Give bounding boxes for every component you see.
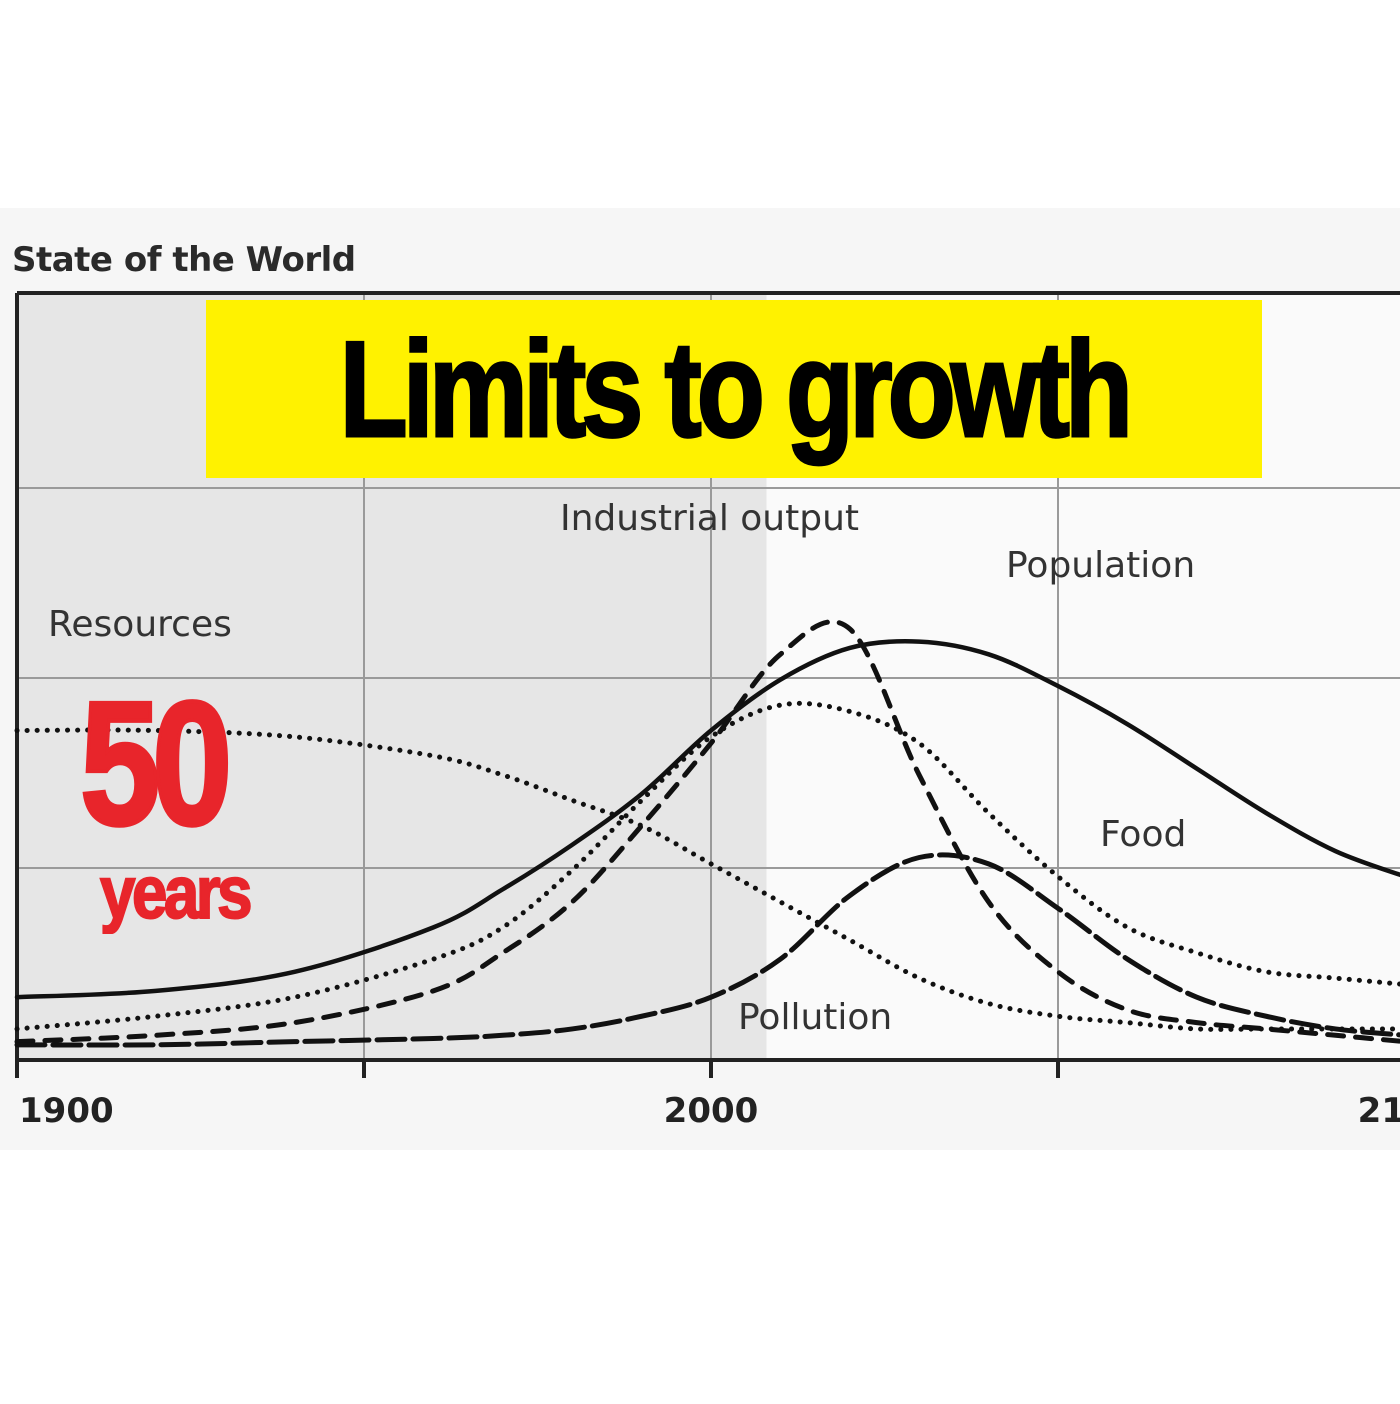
series-label-population: Population xyxy=(1006,545,1195,586)
headline-text: Limits to growth xyxy=(338,313,1134,465)
x-tick-label: 2000 xyxy=(664,1091,759,1131)
anniversary-unit: years xyxy=(99,851,253,934)
series-line-population xyxy=(14,638,1400,1000)
series-line-resources xyxy=(14,727,1400,1032)
series-label-food: Food xyxy=(1100,814,1186,855)
chart-title: State of the World xyxy=(12,240,356,280)
x-tick-label: 1900 xyxy=(19,1091,114,1131)
headline-banner: Limits to growth xyxy=(206,300,1262,478)
anniversary-number: 50 xyxy=(78,666,234,862)
series-line-pollution xyxy=(14,852,1400,1048)
series-label-pollution: Pollution xyxy=(738,997,892,1038)
x-tick-label: 2100 xyxy=(1358,1091,1400,1131)
series-label-industrial-output: Industrial output xyxy=(560,498,859,539)
series-line-food xyxy=(14,700,1400,1032)
series-line-industrial-output xyxy=(14,619,1400,1045)
series-label-resources: Resources xyxy=(48,604,232,645)
